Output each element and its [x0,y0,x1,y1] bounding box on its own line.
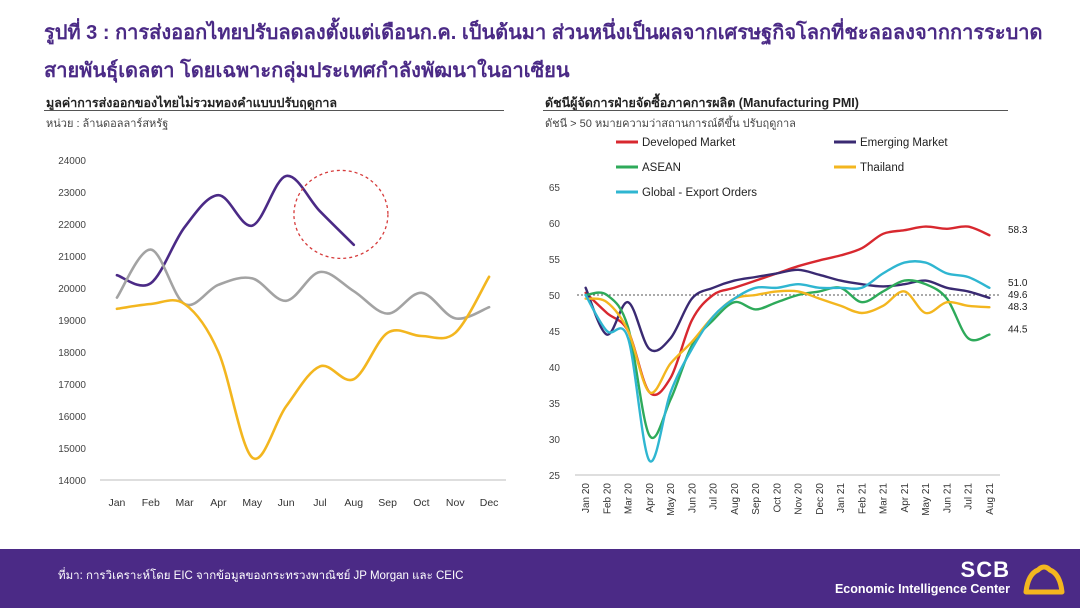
x-tick-label: Feb 20 [602,483,613,515]
y-tick-label: 23000 [58,188,86,199]
right-chart-title: ดัชนีผู้จัดการฝ่ายจัดซื้อภาคการผลิต (Man… [545,96,859,110]
series-line-2 [584,279,991,440]
highlight-circle [293,169,389,260]
y-tick-label: 15000 [58,444,86,455]
y-tick-label: 45 [549,327,561,338]
x-tick-label: Mar 21 [879,483,890,515]
y-tick-label: 14000 [58,476,86,487]
series-line-3 [584,289,991,395]
y-tick-label: 60 [549,219,561,230]
x-tick-label: May [242,497,263,509]
end-value-label: 44.5 [1008,325,1028,336]
left-chart-unit: หน่วย : ล้านดอลลาร์สหรัฐ [46,118,169,130]
y-tick-label: 22000 [58,220,86,231]
x-tick-label: Jan [108,497,125,509]
x-tick-label: Mar 20 [624,483,635,515]
x-tick-label: Jul [313,497,326,509]
x-tick-label: Jan 20 [581,483,592,513]
legend-label: Emerging Market [860,137,948,149]
y-tick-label: 30 [549,435,561,446]
x-tick-label: Dec [480,497,499,509]
y-tick-label: 40 [549,363,561,374]
y-tick-label: 24000 [58,156,86,167]
logo-sub-text: Economic Intelligence Center [834,582,1010,596]
x-tick-label: Sep [378,497,397,509]
y-tick-label: 55 [549,255,561,266]
y-tick-label: 35 [549,399,561,410]
x-tick-label: Jun 21 [942,483,953,513]
y-tick-label: 16000 [58,412,86,423]
scb-logo: SCB Economic Intelligence Center [835,559,1010,597]
right-chart-unit: ดัชนี > 50 หมายความว่าสถานการณ์ดีขึ้น ปร… [545,118,796,130]
y-tick-label: 65 [549,183,561,194]
end-value-label: 58.3 [1008,225,1028,236]
x-tick-label: Aug 21 [985,483,996,515]
legend-label: Developed Market [642,137,736,149]
y-tick-label: 19000 [58,316,86,327]
series-line-1 [115,248,491,320]
x-tick-label: Aug [344,497,363,509]
y-tick-label: 50 [549,291,561,302]
x-tick-label: Jan 21 [836,483,847,513]
y-tick-label: 21000 [58,252,86,263]
x-tick-label: Aug 20 [730,483,741,515]
end-value-label: 48.3 [1008,302,1028,313]
y-tick-label: 18000 [58,348,86,359]
end-value-label: 51.0 [1008,278,1028,289]
x-tick-label: Oct 20 [772,483,783,513]
x-tick-label: Mar [176,497,195,509]
series-line-1 [584,268,991,353]
left-chart-title: มูลค่าการส่งออกของไทยไม่รวมทองคำแบบปรับฤ… [46,96,338,110]
x-tick-label: Jul 21 [964,483,975,510]
x-tick-label: Nov [446,497,465,509]
x-tick-label: May 20 [666,483,677,516]
legend-label: Global - Export Orders [642,187,757,199]
page-title: รูปที่ 3 : การส่งออกไทยปรับลดลงตั้งแต่เด… [44,22,1043,82]
scb-emblem-icon [1023,564,1065,595]
x-tick-label: Oct [413,497,429,509]
x-tick-label: May 21 [921,483,932,516]
legend-label: ASEAN [642,162,681,174]
end-value-label: 49.6 [1008,290,1028,301]
x-tick-label: Sep 20 [751,483,762,515]
x-tick-label: Nov 20 [794,483,805,515]
y-tick-label: 17000 [58,380,86,391]
x-tick-label: Feb 21 [857,483,868,515]
x-tick-label: Dec 20 [815,483,826,515]
x-tick-label: Apr 21 [900,483,911,513]
series-line-4 [584,260,991,463]
x-tick-label: Jun [278,497,295,509]
y-tick-label: 20000 [58,284,86,295]
series-line-0 [584,225,991,397]
pmi-chart: Developed Market Emerging Market ASEAN Thai… [549,137,1028,516]
left-chart-title-underline [44,110,504,111]
x-tick-label: Feb [142,497,160,509]
x-tick-label: Jun 20 [687,483,698,513]
legend-label: Thailand [860,162,904,174]
y-tick-label: 25 [549,471,561,482]
footer-bar: ที่มา: การวิเคราะห์โดย EIC จากข้อมูลของก… [0,549,1080,608]
series-line-0 [115,174,356,287]
source-note: ที่มา: การวิเคราะห์โดย EIC จากข้อมูลของก… [58,570,464,582]
x-tick-label: Jul 20 [709,483,720,510]
x-tick-label: Apr 20 [645,483,656,513]
thai-exports-chart: 14000 15000 16000 17000 18000 19000 20000 21000… [58,156,506,509]
logo-main-text: SCB [960,557,1010,582]
series-line-2 [115,275,491,461]
right-chart-title-underline [543,110,1008,111]
x-tick-label: Apr [210,497,227,509]
